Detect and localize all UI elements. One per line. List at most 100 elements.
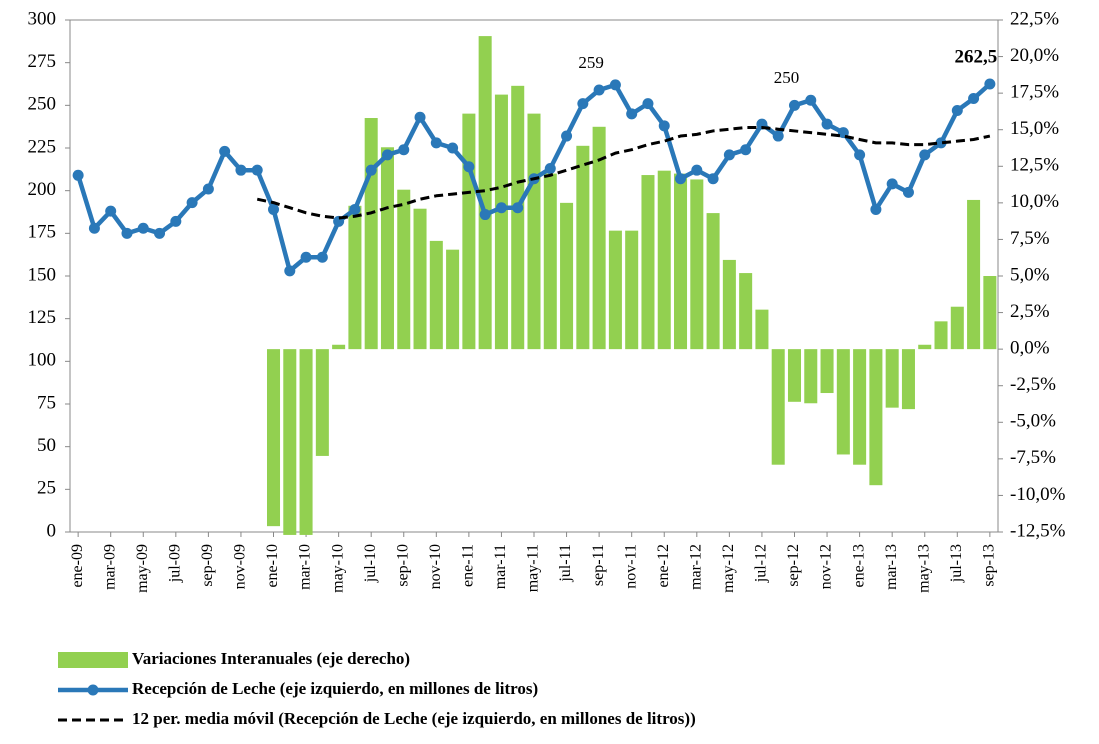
x-tick-label: ene-10 bbox=[264, 544, 281, 588]
bar bbox=[348, 205, 362, 350]
x-tick-label: sep-10 bbox=[394, 544, 411, 587]
bar bbox=[918, 344, 932, 350]
y-tick-label: 300 bbox=[28, 8, 57, 29]
bar bbox=[364, 118, 378, 350]
marker bbox=[609, 79, 621, 91]
marker bbox=[626, 108, 638, 120]
x-tick-label: may-12 bbox=[720, 544, 737, 593]
marker bbox=[935, 137, 947, 149]
marker bbox=[251, 164, 263, 176]
bar bbox=[755, 309, 769, 350]
bar bbox=[950, 306, 964, 350]
marker bbox=[105, 205, 117, 217]
y2-tick-label: 5,0% bbox=[1010, 264, 1050, 285]
x-tick-label: nov-12 bbox=[818, 544, 835, 589]
bar bbox=[266, 349, 281, 527]
legend-swatch bbox=[58, 652, 128, 668]
x-tick-label: jul-10 bbox=[362, 544, 379, 583]
bar bbox=[983, 276, 997, 350]
bar bbox=[706, 213, 720, 350]
x-tick-label: mar-09 bbox=[101, 544, 118, 590]
y2-tick-label: 12,5% bbox=[1010, 155, 1059, 176]
bar bbox=[934, 321, 948, 350]
value-label: 259 bbox=[578, 53, 604, 72]
x-tick-label: may-09 bbox=[134, 544, 151, 593]
legend-label: Variaciones Interanuales (eje derecho) bbox=[132, 649, 410, 668]
y2-tick-label: -5,0% bbox=[1010, 411, 1056, 432]
marker bbox=[284, 265, 296, 277]
y2-tick-label: 0,0% bbox=[1010, 338, 1050, 359]
marker bbox=[772, 130, 784, 142]
marker bbox=[886, 178, 898, 190]
y2-tick-label: -7,5% bbox=[1010, 447, 1056, 468]
marker bbox=[219, 145, 231, 157]
marker bbox=[902, 186, 914, 198]
bar bbox=[608, 230, 622, 350]
marker bbox=[381, 149, 393, 161]
x-tick-label: nov-09 bbox=[232, 544, 249, 589]
bar bbox=[869, 349, 883, 486]
bar bbox=[641, 175, 655, 350]
bar bbox=[836, 349, 850, 455]
y-tick-label: 125 bbox=[28, 307, 57, 328]
marker bbox=[495, 202, 507, 214]
marker bbox=[577, 98, 589, 110]
marker bbox=[202, 183, 214, 195]
bar bbox=[413, 208, 427, 350]
bar bbox=[429, 240, 443, 350]
bar bbox=[397, 189, 411, 350]
marker bbox=[658, 120, 670, 132]
bar bbox=[332, 344, 346, 350]
bar bbox=[967, 199, 981, 350]
y2-tick-label: 17,5% bbox=[1010, 82, 1059, 103]
bar bbox=[690, 179, 704, 350]
marker bbox=[463, 161, 475, 173]
marker bbox=[154, 227, 166, 239]
y2-tick-label: 15,0% bbox=[1010, 118, 1059, 139]
y-tick-label: 150 bbox=[28, 264, 57, 285]
y-tick-label: 50 bbox=[37, 435, 56, 456]
marker bbox=[72, 169, 84, 181]
bar bbox=[511, 85, 525, 350]
marker bbox=[691, 164, 703, 176]
marker bbox=[561, 130, 573, 142]
y2-tick-label: -12,5% bbox=[1010, 520, 1066, 541]
bar bbox=[739, 273, 753, 350]
bar bbox=[674, 173, 688, 350]
x-tick-label: may-13 bbox=[915, 544, 932, 593]
value-label: 262,5 bbox=[954, 46, 997, 67]
marker bbox=[121, 227, 133, 239]
marker bbox=[137, 222, 149, 234]
marker bbox=[447, 142, 459, 154]
marker bbox=[235, 164, 247, 176]
bar bbox=[560, 202, 574, 350]
x-tick-label: jul-11 bbox=[557, 544, 574, 583]
x-tick-label: sep-13 bbox=[981, 544, 998, 587]
marker bbox=[919, 149, 931, 161]
x-tick-label: mar-12 bbox=[687, 544, 704, 590]
marker bbox=[186, 197, 198, 209]
marker bbox=[707, 173, 719, 185]
y-tick-label: 275 bbox=[28, 51, 57, 72]
marker bbox=[854, 149, 866, 161]
y-tick-label: 0 bbox=[47, 520, 57, 541]
y-tick-label: 225 bbox=[28, 136, 57, 157]
bar bbox=[820, 349, 834, 394]
x-tick-label: ene-09 bbox=[69, 544, 86, 588]
value-label: 250 bbox=[774, 68, 800, 87]
x-tick-label: jul-12 bbox=[753, 544, 770, 583]
x-tick-label: may-10 bbox=[329, 544, 346, 593]
x-tick-label: nov-10 bbox=[427, 544, 444, 589]
bar bbox=[478, 36, 492, 350]
marker bbox=[821, 118, 833, 130]
y2-tick-label: 22,5% bbox=[1010, 8, 1059, 29]
y-tick-label: 100 bbox=[28, 350, 57, 371]
marker bbox=[723, 149, 735, 161]
bar bbox=[446, 249, 460, 350]
marker bbox=[365, 164, 377, 176]
x-tick-label: mar-10 bbox=[297, 544, 314, 590]
x-tick-label: nov-11 bbox=[622, 544, 639, 589]
bar bbox=[527, 113, 541, 350]
